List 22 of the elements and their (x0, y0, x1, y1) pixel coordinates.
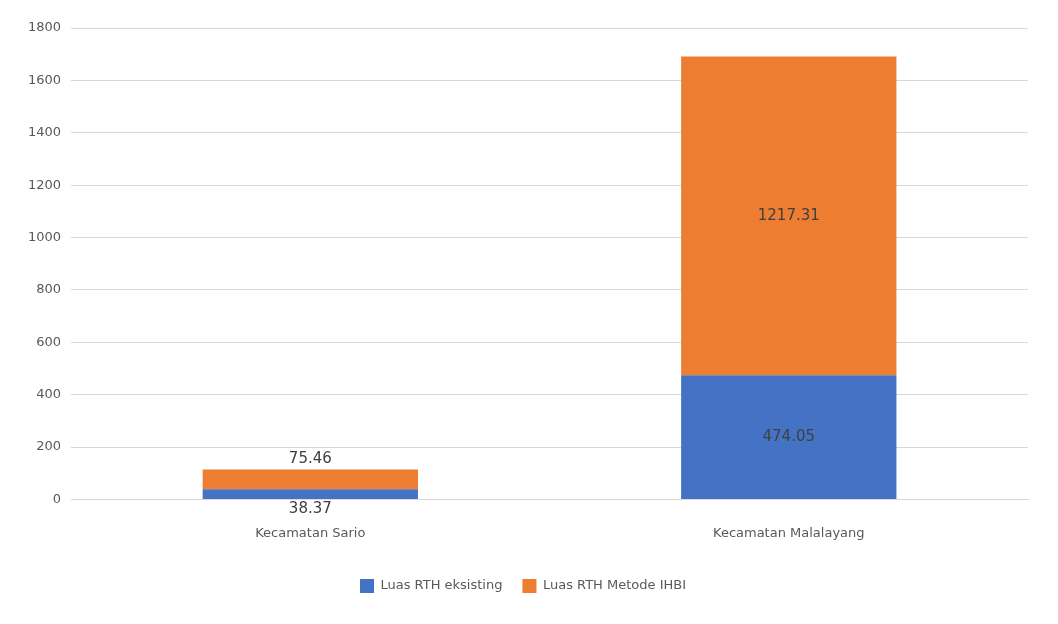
y-tick-label: 400 (36, 386, 62, 402)
y-tick-label: 0 (52, 490, 62, 506)
y-tick-label: 800 (36, 281, 62, 297)
bar (202, 469, 418, 490)
y-tick-label: 200 (36, 438, 62, 454)
bar (202, 489, 418, 499)
bar (681, 56, 897, 376)
data-label: 75.46 (288, 448, 332, 467)
legend-label: Luas RTH Metode IHBI (542, 577, 687, 593)
data-label: 474.05 (762, 426, 816, 445)
y-tick-label: 1600 (27, 71, 62, 87)
bar (681, 375, 897, 499)
y-tick-label: 1400 (27, 124, 62, 140)
y-tick-label: 1200 (27, 176, 62, 192)
y-tick-label: 1000 (27, 228, 62, 244)
data-label: 1217.31 (757, 205, 820, 224)
x-tick-label: Kecamatan Sario (255, 524, 366, 540)
data-label: 38.37 (288, 499, 332, 518)
y-tick-label: 600 (36, 333, 62, 349)
legend-label: Luas RTH eksisting (380, 577, 503, 593)
y-tick-label: 1800 (27, 19, 62, 35)
x-tick-label: Kecamatan Malalayang (713, 524, 865, 540)
